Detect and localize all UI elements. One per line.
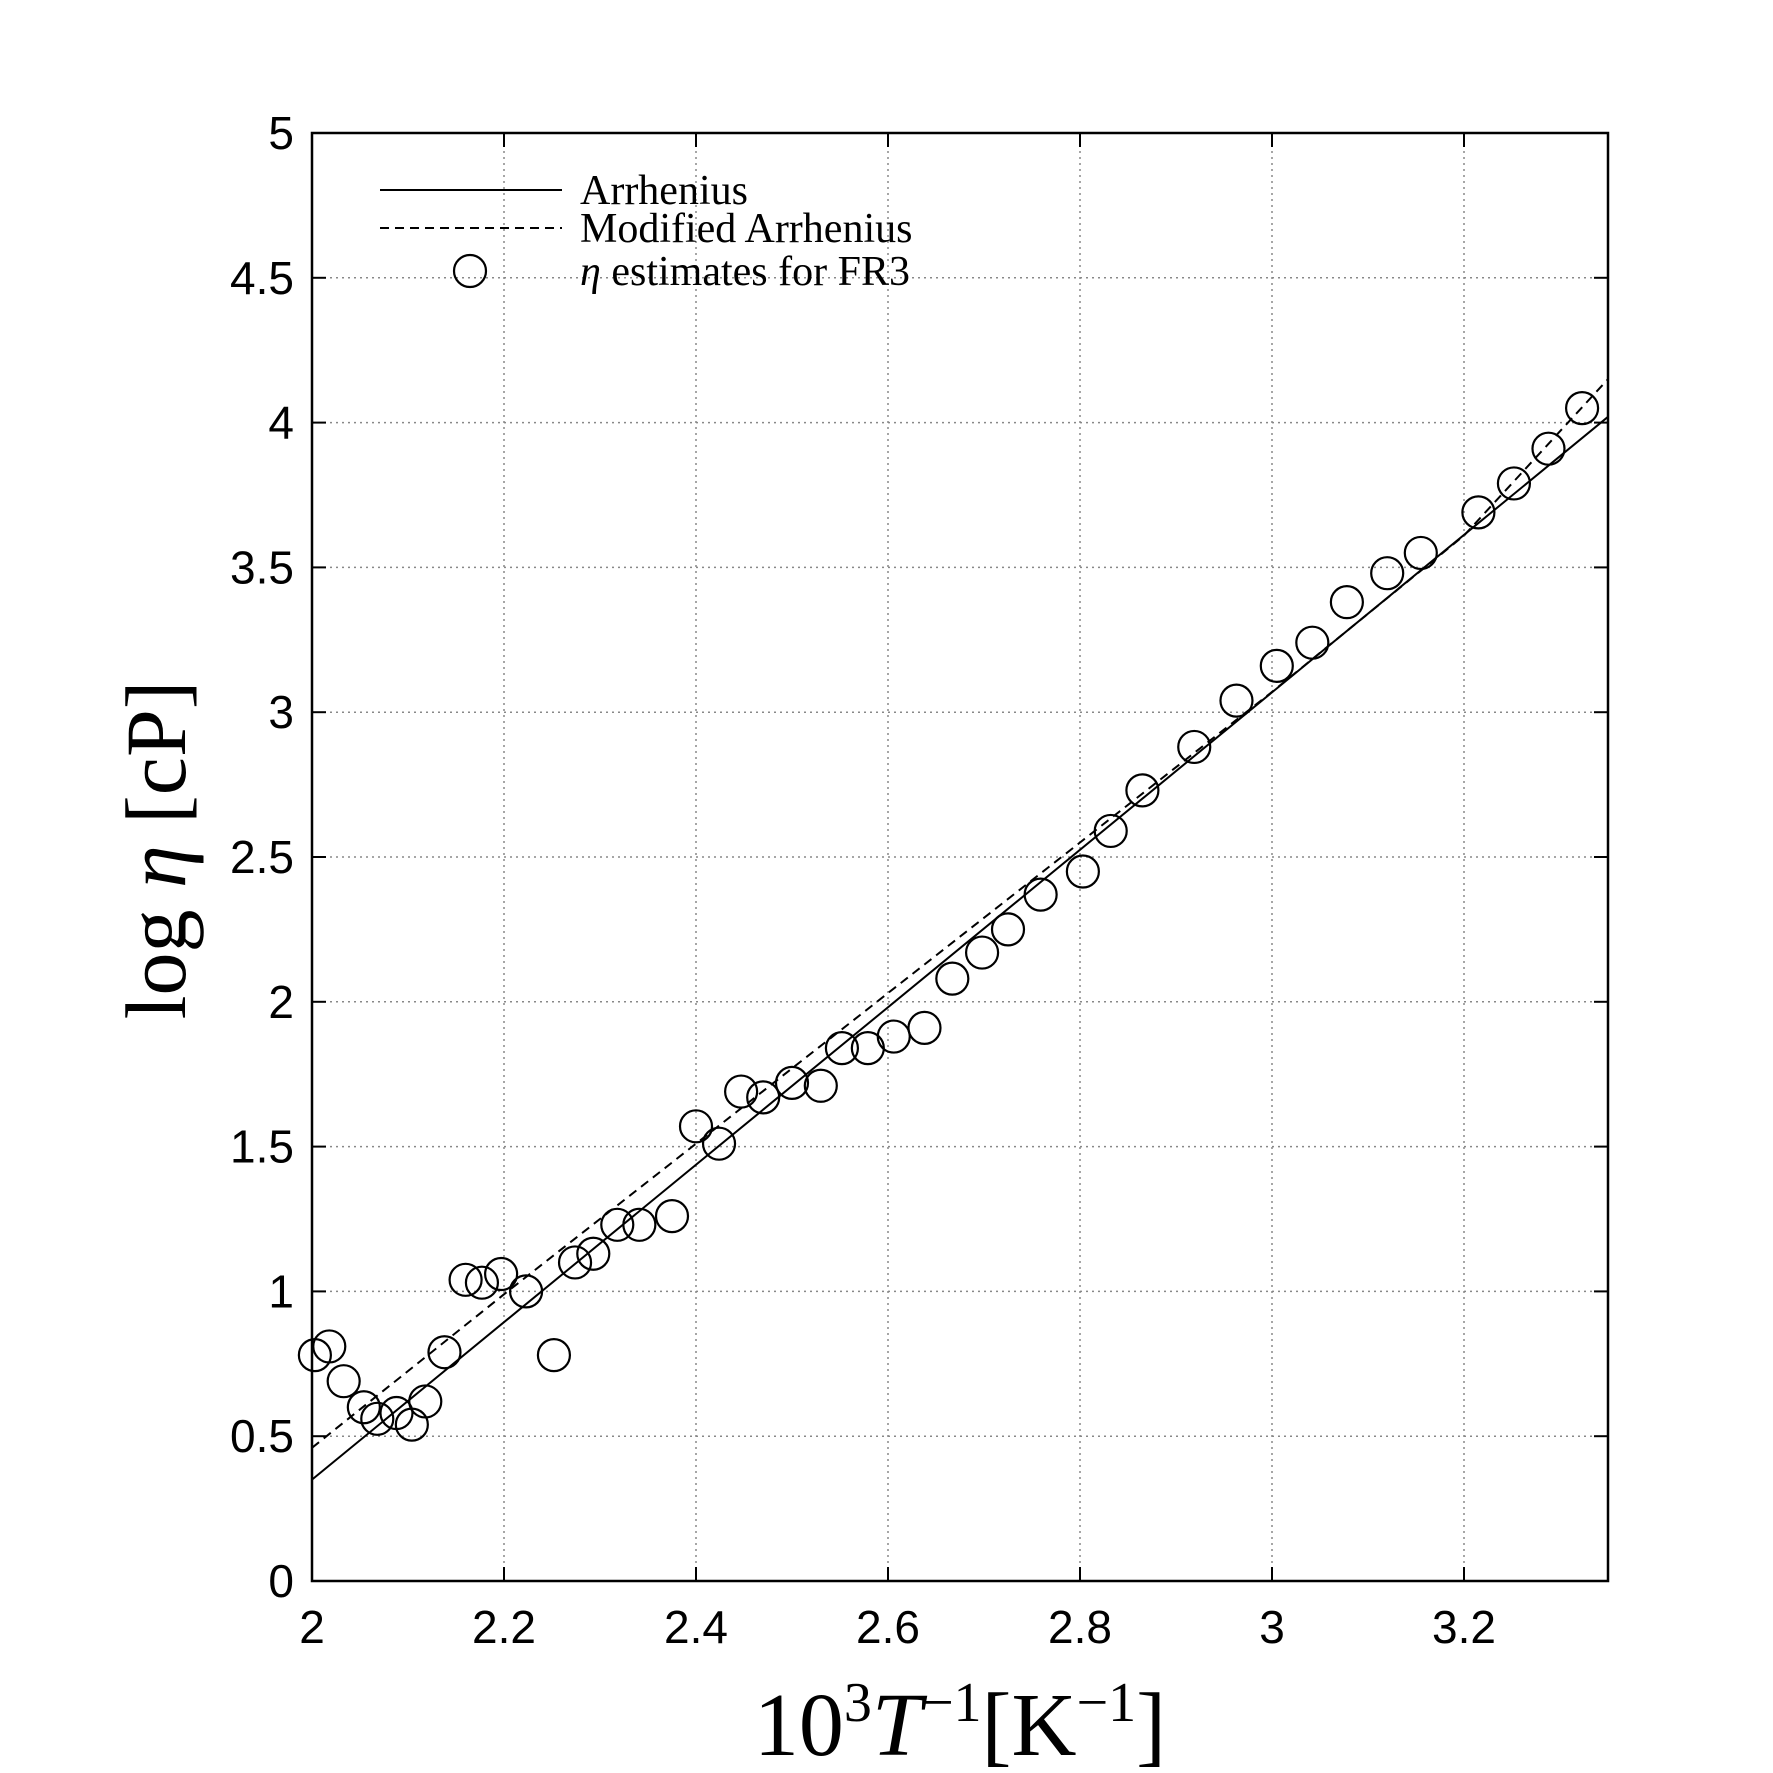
data-point	[557, 1245, 593, 1280]
data-point	[701, 1126, 737, 1161]
data-points	[297, 391, 1600, 1442]
series-lines	[311, 378, 1609, 1481]
data-point	[1093, 813, 1128, 849]
data-point	[1065, 854, 1100, 889]
x-axis-title-unit-close: ]	[1136, 1676, 1166, 1773]
y-tick-label: 1	[268, 1265, 294, 1317]
data-point	[1219, 683, 1254, 718]
y-tick-label: 2.5	[230, 831, 294, 883]
y-tick-label: 4.5	[230, 252, 294, 304]
data-point	[1177, 729, 1212, 765]
y-tick-label: 3.5	[230, 541, 294, 593]
data-point	[346, 1390, 381, 1425]
data-point	[803, 1068, 838, 1103]
ticks: 2 2.2 2.4 2.6 2.8 3 3.2 0 0.5 1 1.5 2 2.5 3 3.5 4 4.5 5	[230, 107, 1608, 1653]
data-point	[1496, 466, 1532, 501]
legend-label-text: estimates for FR3	[601, 249, 910, 295]
data-point	[964, 935, 1000, 970]
legend-label: Modified Arrhenius	[580, 206, 912, 252]
data-point	[824, 1031, 860, 1066]
x-tick-label: 2.8	[1048, 1601, 1112, 1653]
y-axis-title: log η [cP]	[108, 681, 204, 1020]
x-tick-label: 2	[299, 1601, 325, 1653]
data-point	[654, 1199, 690, 1234]
data-point	[1403, 535, 1438, 571]
data-point	[678, 1109, 714, 1144]
data-point	[774, 1065, 810, 1100]
legend-label-var: η	[580, 249, 601, 295]
data-point	[448, 1262, 483, 1297]
data-point	[576, 1236, 611, 1271]
x-axis-title: 103T−1[K−1]	[754, 1672, 1166, 1773]
data-point	[600, 1207, 635, 1242]
grid	[311, 132, 1608, 1582]
y-tick-label: 2	[268, 976, 294, 1028]
data-point	[1023, 877, 1058, 912]
data-point	[1531, 431, 1566, 466]
x-axis-title-exp1: 3	[844, 1672, 872, 1734]
data-point	[1461, 495, 1496, 530]
legend-label: Arrhenius	[580, 168, 748, 214]
y-tick-label: 0	[268, 1555, 294, 1607]
data-point	[746, 1080, 781, 1115]
data-point	[1329, 585, 1364, 620]
y-tick-label: 3	[268, 686, 294, 738]
data-point	[408, 1384, 443, 1419]
data-point	[1370, 556, 1405, 591]
legend-swatch-marker	[452, 253, 488, 289]
x-axis-title-unit-exp: −1	[1077, 1672, 1137, 1734]
data-point	[724, 1074, 759, 1109]
x-tick-label: 2.2	[472, 1601, 536, 1653]
arrhenius-line	[311, 416, 1609, 1481]
data-point	[508, 1274, 544, 1309]
data-point	[312, 1329, 347, 1364]
data-point	[1125, 773, 1160, 808]
data-point	[484, 1256, 519, 1292]
data-point	[935, 961, 970, 996]
data-point	[1295, 625, 1330, 660]
data-point	[990, 912, 1026, 947]
data-point	[907, 1010, 942, 1045]
data-point	[427, 1335, 462, 1370]
x-tick-label: 3.2	[1432, 1601, 1496, 1653]
y-axis-title-pre: log	[108, 888, 204, 1019]
y-axis-title-var: η	[108, 845, 204, 888]
y-tick-label: 1.5	[230, 1121, 294, 1173]
y-tick-label: 4	[268, 397, 294, 449]
y-axis-title-unit: [cP]	[108, 681, 204, 846]
x-axis-title-unit-open: [K	[982, 1676, 1077, 1773]
data-point	[360, 1401, 395, 1436]
x-axis-title-var: T	[872, 1676, 928, 1773]
data-point	[1259, 648, 1294, 683]
x-tick-label: 2.4	[664, 1601, 728, 1653]
y-tick-label: 0.5	[230, 1410, 294, 1462]
data-point	[536, 1338, 572, 1373]
data-point	[622, 1207, 657, 1242]
y-tick-label: 5	[268, 107, 294, 159]
x-axis-title-exp2: −1	[922, 1672, 982, 1734]
x-axis-title-base: 10	[754, 1676, 844, 1773]
x-tick-label: 3	[1259, 1601, 1285, 1653]
data-point	[464, 1265, 500, 1300]
modified-arrhenius-line	[311, 378, 1609, 1449]
data-point	[326, 1364, 361, 1399]
legend-label: η estimates for FR3	[580, 249, 910, 295]
data-point	[1564, 391, 1600, 426]
x-tick-label: 2.6	[856, 1601, 920, 1653]
